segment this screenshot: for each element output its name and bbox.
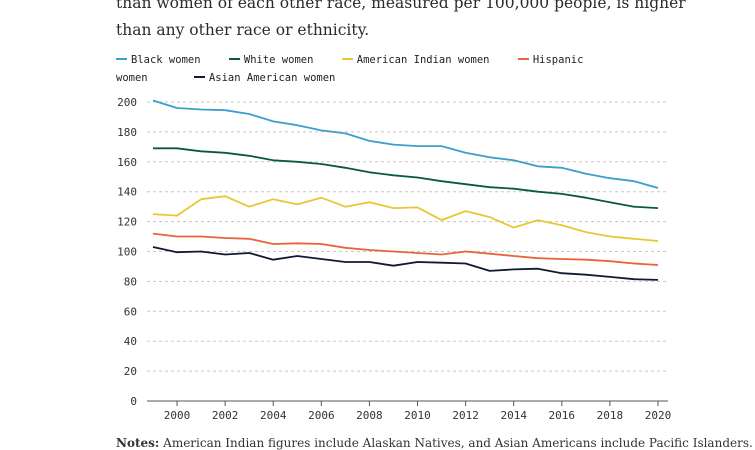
y-tick-label-40: 40 [124, 335, 137, 348]
y-tick-label-160: 160 [117, 156, 137, 169]
legend-swatch-black-women [116, 58, 127, 60]
chart-legend: Black women White women American Indian … [116, 51, 636, 87]
legend-item-black-women: Black women [116, 54, 201, 66]
legend-label-asian-american-women: Asian American women [208, 72, 336, 84]
y-tick-label-100: 100 [117, 246, 137, 259]
legend-item-asian-american-women: Asian American women [193, 72, 336, 84]
legend-item-hispanic-women: Hispanic women [116, 54, 583, 84]
legend-item-american-indian-women: American Indian women [341, 54, 490, 66]
y-tick-label-60: 60 [124, 305, 137, 318]
notes-label: Notes: [116, 436, 160, 450]
x-tick-label-2018: 2018 [597, 409, 624, 422]
y-tick-label-140: 140 [117, 186, 137, 199]
legend-swatch-american-indian-women [341, 58, 353, 60]
series-line-american-indian-women [152, 195, 659, 242]
x-tick-label-2016: 2016 [549, 409, 576, 422]
x-tick-label-2010: 2010 [404, 409, 431, 422]
chart-notes: Notes: American Indian figures include A… [116, 436, 755, 450]
y-tick-label-0: 0 [130, 395, 137, 408]
y-tick-label-200: 200 [117, 96, 137, 109]
legend-label-black-women: Black women [131, 54, 201, 66]
y-tick-label-80: 80 [124, 275, 137, 288]
legend-label-hispanic-women: women [116, 72, 148, 84]
intro-line-1: than women of each other race, measured … [116, 0, 686, 12]
legend-swatch-hispanic-women [517, 58, 529, 60]
series-line-white-women [153, 147, 659, 209]
intro-line-2: than any other race or ethnicity. [116, 21, 370, 39]
x-tick-label-2000: 2000 [164, 409, 191, 422]
legend-label-hispanic: Hispanic [532, 54, 584, 66]
y-tick-label-120: 120 [117, 216, 137, 229]
notes-text: American Indian figures include Alaskan … [159, 436, 753, 450]
legend-swatch-asian-american-women [193, 76, 205, 78]
x-tick-label-2008: 2008 [356, 409, 383, 422]
y-tick-label-180: 180 [117, 126, 137, 139]
x-tick-label-2014: 2014 [500, 409, 527, 422]
legend-swatch-white-women [228, 58, 240, 60]
series-line-asian-american-women [152, 246, 659, 281]
series-line-hispanic-women [152, 232, 659, 266]
x-tick-label-2004: 2004 [260, 409, 287, 422]
y-tick-label-20: 20 [124, 365, 137, 378]
x-tick-label-2002: 2002 [212, 409, 239, 422]
legend-item-white-women: White women [228, 54, 314, 66]
legend-label-american-indian-women: American Indian women [356, 54, 490, 66]
legend-label-white-women: White women [243, 54, 314, 66]
intro-text: than women of each other race, measured … [116, 0, 716, 44]
x-tick-label-2020: 2020 [645, 409, 672, 422]
x-tick-label-2012: 2012 [452, 409, 479, 422]
x-tick-label-2006: 2006 [308, 409, 335, 422]
series-line-black-women [152, 99, 659, 189]
